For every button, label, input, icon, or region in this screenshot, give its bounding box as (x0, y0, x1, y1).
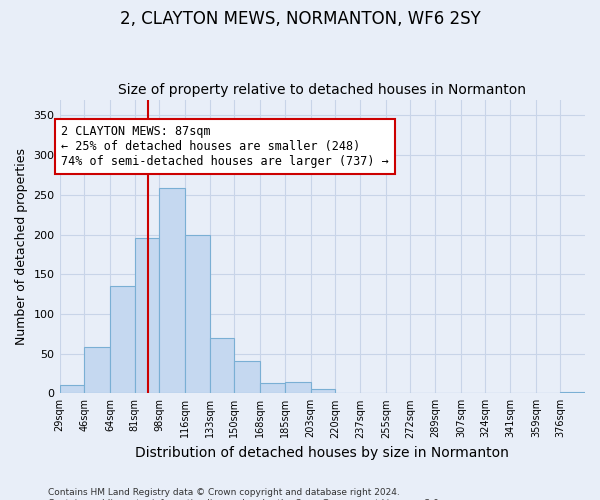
Text: 2 CLAYTON MEWS: 87sqm
← 25% of detached houses are smaller (248)
74% of semi-det: 2 CLAYTON MEWS: 87sqm ← 25% of detached … (61, 125, 389, 168)
Text: Contains HM Land Registry data © Crown copyright and database right 2024.: Contains HM Land Registry data © Crown c… (48, 488, 400, 497)
Text: 2, CLAYTON MEWS, NORMANTON, WF6 2SY: 2, CLAYTON MEWS, NORMANTON, WF6 2SY (119, 10, 481, 28)
Bar (311, 388, 335, 394)
Bar (185, 234, 209, 394)
X-axis label: Distribution of detached houses by size in Normanton: Distribution of detached houses by size … (136, 446, 509, 460)
Bar (260, 383, 285, 394)
Bar (110, 286, 134, 394)
Bar (560, 392, 585, 394)
Bar (285, 382, 311, 394)
Bar (159, 188, 185, 394)
Bar (59, 386, 84, 394)
Bar (84, 348, 110, 394)
Y-axis label: Number of detached properties: Number of detached properties (15, 148, 28, 345)
Bar (209, 338, 234, 394)
Title: Size of property relative to detached houses in Normanton: Size of property relative to detached ho… (118, 83, 526, 97)
Text: Contains public sector information licensed under the Open Government Licence v3: Contains public sector information licen… (48, 499, 442, 500)
Bar (234, 361, 260, 394)
Bar (134, 238, 159, 394)
